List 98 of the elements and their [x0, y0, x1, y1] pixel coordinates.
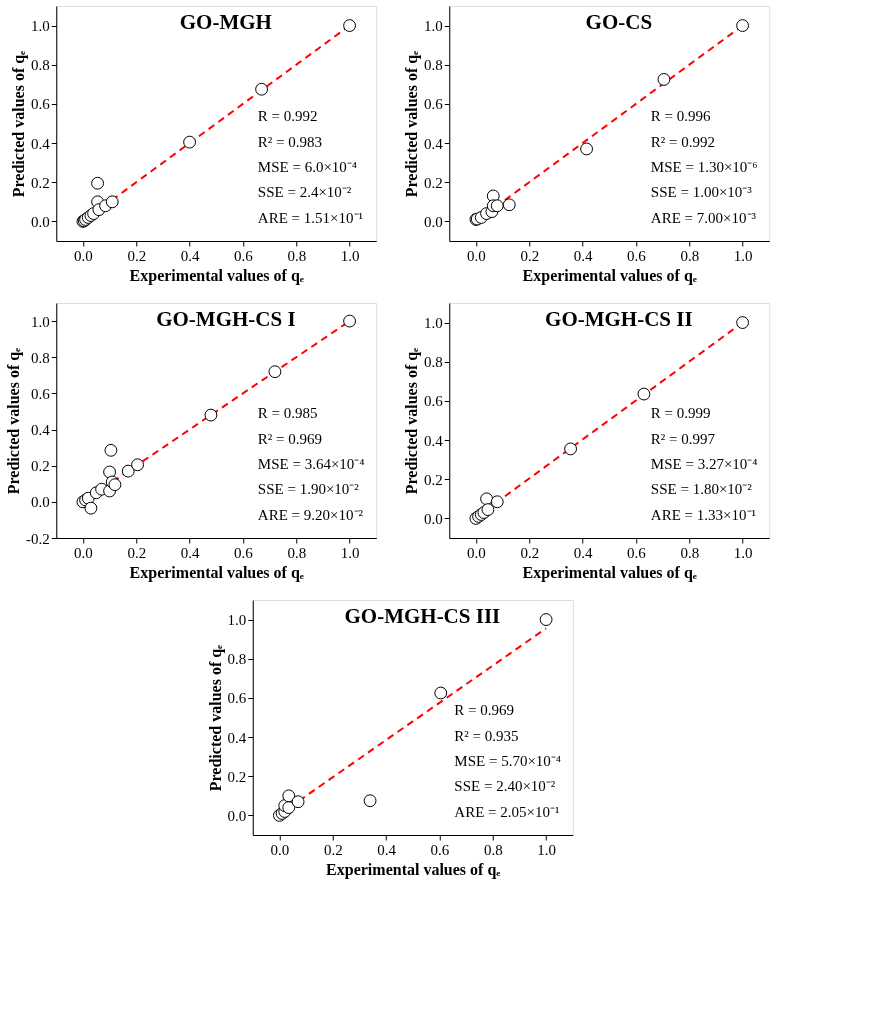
y-tick-label: 0.6 — [31, 96, 51, 113]
y-tick-label: 0.8 — [424, 57, 443, 74]
annotation: MSE = 6.0×10⁻⁴ — [257, 158, 358, 175]
x-tick-label: 0.4 — [180, 544, 200, 561]
y-tick-label: 0.4 — [424, 135, 444, 152]
annotation: SSE = 1.80×10⁻² — [650, 481, 753, 498]
y-tick-label: 0.8 — [31, 349, 50, 366]
y-tick-label: 0.8 — [227, 651, 247, 668]
x-axis-title: Experimental values of qₑ — [522, 563, 697, 582]
annotation: R = 0.985 — [257, 405, 318, 422]
x-axis-title: Experimental values of qₑ — [522, 266, 697, 285]
annotation: R² = 0.992 — [650, 133, 716, 150]
y-tick-label: 0.2 — [31, 458, 50, 475]
x-tick-label: 0.0 — [74, 544, 93, 561]
y-tick-label: 0.0 — [424, 213, 443, 230]
x-tick-label: 0.4 — [180, 247, 200, 264]
y-tick-label: 0.0 — [424, 510, 443, 527]
y-tick-label: 0.4 — [227, 729, 247, 746]
annotation: MSE = 3.27×10⁻⁴ — [650, 455, 758, 472]
x-tick-label: 0.8 — [483, 841, 503, 858]
chart-title: GO-MGH — [179, 10, 272, 34]
y-tick-label: 1.0 — [227, 612, 247, 629]
x-tick-label: 0.2 — [520, 544, 540, 561]
y-tick-label: 0.2 — [31, 174, 50, 191]
x-tick-label: 0.4 — [573, 247, 593, 264]
chart-title: GO-MGH-CS I — [156, 307, 296, 331]
annotation: SSE = 1.00×10⁻³ — [650, 184, 753, 201]
x-axis-title: Experimental values of qₑ — [129, 563, 304, 582]
y-tick-label: 0.8 — [31, 57, 50, 74]
y-tick-label: 0.4 — [31, 135, 51, 152]
y-tick-label: 0.2 — [424, 174, 443, 191]
annotation: R² = 0.935 — [454, 727, 519, 744]
annotation: ARE = 1.51×10⁻¹ — [257, 209, 364, 226]
annotation: SSE = 1.90×10⁻² — [257, 481, 360, 498]
y-tick-label: 0.4 — [424, 432, 444, 449]
x-tick-label: 0.0 — [270, 841, 290, 858]
x-tick-label: 0.0 — [74, 247, 93, 264]
x-tick-label: 0.8 — [680, 544, 700, 561]
x-tick-label: 0.8 — [287, 544, 307, 561]
y-tick-label: 0.8 — [424, 354, 443, 371]
x-tick-label: 0.2 — [127, 544, 147, 561]
annotation: R² = 0.983 — [257, 133, 323, 150]
annotation: ARE = 9.20×10⁻² — [257, 506, 364, 523]
y-axis-title: Predicted values of qₑ — [206, 644, 225, 792]
chart-title: GO-MGH-CS III — [344, 604, 501, 628]
annotation: R = 0.969 — [454, 702, 515, 719]
y-tick-label: 0.6 — [424, 393, 444, 410]
annotation: R² = 0.969 — [257, 430, 323, 447]
x-tick-label: 0.6 — [627, 247, 647, 264]
annotation: R = 0.992 — [257, 108, 318, 125]
annotation: R = 0.999 — [650, 405, 711, 422]
y-axis-title: Predicted values of qₑ — [403, 347, 421, 495]
x-tick-label: 1.0 — [340, 544, 360, 561]
y-tick-label: 0.6 — [31, 385, 51, 402]
annotation: ARE = 7.00×10⁻³ — [650, 209, 757, 226]
x-tick-label: 0.6 — [627, 544, 647, 561]
x-tick-label: 1.0 — [733, 544, 753, 561]
y-tick-label: 0.6 — [424, 96, 444, 113]
x-tick-label: 0.4 — [377, 841, 397, 858]
x-tick-label: 0.2 — [520, 247, 540, 264]
x-axis-title: Experimental values of qₑ — [326, 860, 501, 879]
y-tick-label: 0.0 — [31, 494, 50, 511]
x-tick-label: 1.0 — [733, 247, 753, 264]
y-tick-label: 0.6 — [227, 690, 247, 707]
y-axis-title: Predicted values of qₑ — [5, 347, 23, 495]
x-tick-label: 0.8 — [680, 247, 700, 264]
annotation: MSE = 5.70×10⁻⁴ — [454, 752, 562, 769]
annotation: SSE = 2.4×10⁻² — [257, 184, 352, 201]
annotation: R = 0.996 — [650, 108, 712, 125]
annotation: SSE = 2.40×10⁻² — [454, 778, 556, 795]
annotation: ARE = 2.05×10⁻¹ — [454, 803, 560, 820]
x-tick-label: 1.0 — [340, 247, 360, 264]
y-tick-label: 0.2 — [227, 768, 247, 785]
annotation: MSE = 1.30×10⁻⁶ — [650, 158, 758, 175]
x-tick-label: 0.8 — [287, 247, 307, 264]
x-tick-label: 0.0 — [467, 544, 486, 561]
y-tick-label: -0.2 — [26, 530, 50, 547]
x-tick-label: 0.4 — [573, 544, 593, 561]
annotation: R² = 0.997 — [650, 430, 716, 447]
y-axis-title: Predicted values of qₑ — [10, 50, 28, 198]
annotation: ARE = 1.33×10⁻¹ — [650, 506, 757, 523]
x-tick-label: 0.0 — [467, 247, 486, 264]
y-tick-label: 0.2 — [424, 471, 443, 488]
y-tick-label: 0.4 — [31, 422, 51, 439]
chart-title: GO-MGH-CS II — [545, 307, 693, 331]
y-tick-label: 1.0 — [31, 313, 50, 330]
x-tick-label: 0.2 — [323, 841, 343, 858]
y-tick-label: 1.0 — [424, 18, 443, 35]
annotation: MSE = 3.64×10⁻⁴ — [257, 455, 365, 472]
y-tick-label: 0.0 — [31, 213, 50, 230]
y-tick-label: 0.0 — [227, 807, 247, 824]
x-axis-title: Experimental values of qₑ — [129, 266, 304, 285]
x-tick-label: 1.0 — [537, 841, 556, 858]
x-tick-label: 0.2 — [127, 247, 147, 264]
y-tick-label: 1.0 — [424, 315, 443, 332]
y-tick-label: 1.0 — [31, 18, 50, 35]
chart-title: GO-CS — [585, 10, 653, 34]
y-axis-title: Predicted values of qₑ — [403, 50, 421, 198]
